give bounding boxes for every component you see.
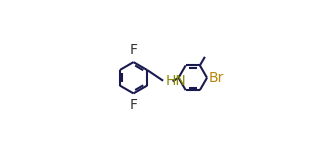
Text: F: F <box>130 43 137 57</box>
Text: F: F <box>130 98 137 112</box>
Text: Br: Br <box>208 71 224 85</box>
Text: HN: HN <box>166 74 187 88</box>
